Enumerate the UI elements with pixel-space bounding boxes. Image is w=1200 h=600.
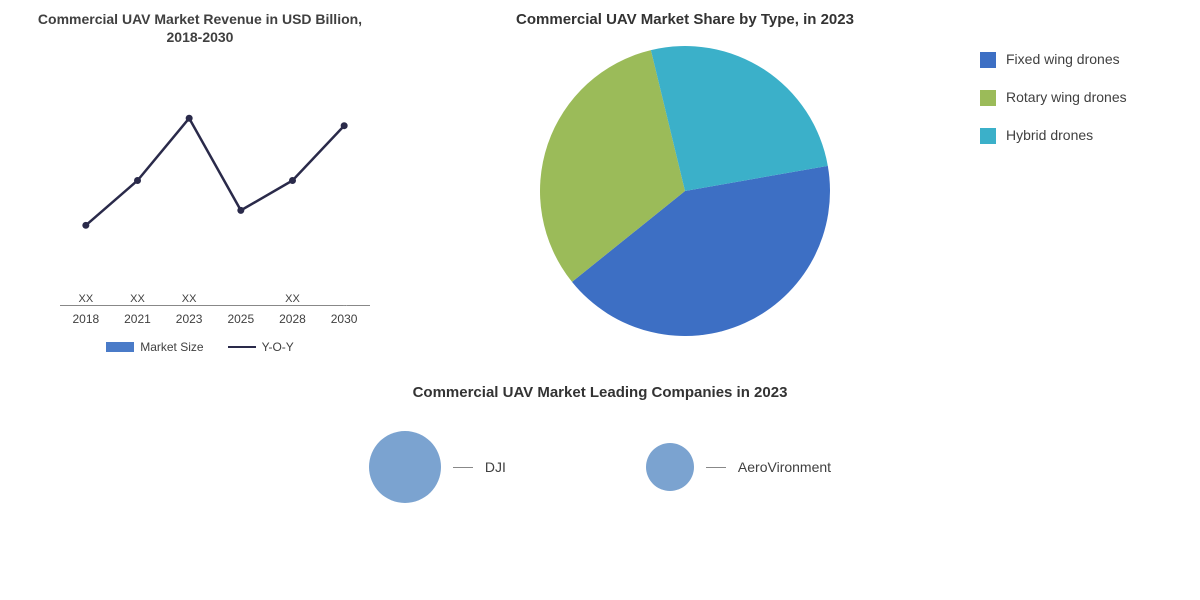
pie-svg — [530, 36, 840, 336]
pie-chart-title: Commercial UAV Market Share by Type, in … — [420, 10, 950, 30]
legend-swatch — [980, 52, 996, 68]
pie-legend-item: Rotary wing drones — [980, 88, 1180, 106]
bar-chart-area: XXXXXXXX10.94XXXXXXXX54.64 — [60, 56, 370, 306]
companies-title: Commercial UAV Market Leading Companies … — [20, 384, 1180, 401]
legend-swatch — [980, 128, 996, 144]
company-label: AeroVironment — [738, 459, 831, 475]
legend-yoy: Y-O-Y — [228, 340, 294, 354]
x-label: 2028 — [274, 312, 310, 326]
company-bubble-item: AeroVironment — [646, 443, 831, 491]
bar-above-label: XX — [285, 293, 300, 305]
x-label: 2018 — [68, 312, 104, 326]
bar-above-label: XX — [130, 293, 145, 305]
pie-legend-item: Fixed wing drones — [980, 50, 1180, 68]
company-bubble — [369, 431, 441, 503]
pie-chart-panel: Commercial UAV Market Share by Type, in … — [420, 10, 1180, 336]
x-axis-labels: 2018 2021 2023 2025 2028 2030 — [60, 312, 370, 326]
infographic-container: Commercial UAV Market Revenue in USD Bil… — [0, 0, 1200, 600]
pie-svg-wrap — [420, 36, 950, 336]
bar-chart-panel: Commercial UAV Market Revenue in USD Bil… — [20, 10, 380, 354]
bubbles-group: DJI AeroVironment — [20, 431, 1180, 503]
legend-market-size: Market Size — [106, 340, 203, 354]
legend-bar-swatch — [106, 342, 134, 352]
bubble-tick — [453, 467, 473, 468]
legend-label: Fixed wing drones — [1006, 50, 1120, 68]
x-label: 2021 — [119, 312, 155, 326]
x-label: 2025 — [223, 312, 259, 326]
legend-swatch — [980, 90, 996, 106]
bar-value-label: XX — [233, 281, 248, 298]
bar-above-label: XX — [78, 293, 93, 305]
company-label: DJI — [485, 459, 506, 475]
company-bubble-item: DJI — [369, 431, 506, 503]
bars-group: XXXXXXXX10.94XXXXXXXX54.64 — [60, 56, 370, 305]
bar-value-label: 54.64 — [337, 274, 352, 307]
companies-panel: Commercial UAV Market Leading Companies … — [20, 384, 1180, 503]
bar-chart-title: Commercial UAV Market Revenue in USD Bil… — [20, 10, 380, 46]
company-bubble — [646, 443, 694, 491]
pie-block: Commercial UAV Market Share by Type, in … — [420, 10, 950, 336]
legend-label: Hybrid drones — [1006, 126, 1093, 144]
legend-label: Y-O-Y — [262, 340, 294, 354]
bar-legend: Market Size Y-O-Y — [20, 340, 380, 354]
legend-label: Rotary wing drones — [1006, 88, 1127, 106]
legend-label: Market Size — [140, 340, 203, 354]
top-row: Commercial UAV Market Revenue in USD Bil… — [20, 10, 1180, 354]
pie-legend: Fixed wing drones Rotary wing drones Hybri… — [980, 50, 1180, 165]
pie-legend-item: Hybrid drones — [980, 126, 1180, 144]
x-label: 2023 — [171, 312, 207, 326]
bar-above-label: XX — [182, 293, 197, 305]
bubble-tick — [706, 467, 726, 468]
legend-line-swatch — [228, 346, 256, 348]
x-label: 2030 — [326, 312, 362, 326]
